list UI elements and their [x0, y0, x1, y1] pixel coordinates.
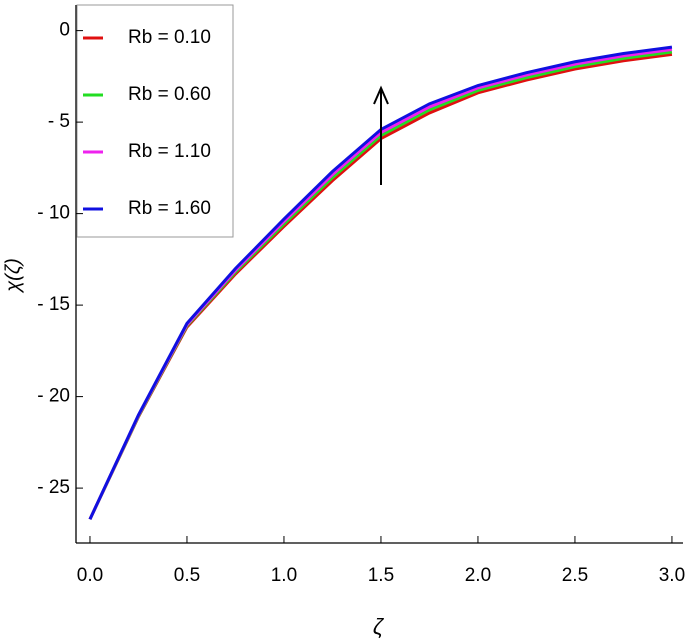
legend-label: Rb = 0.10 [128, 27, 211, 48]
x-tick-label: 0.0 [77, 565, 103, 586]
legend-label: Rb = 1.60 [128, 198, 211, 219]
legend-box [76, 4, 234, 238]
y-tick-label: - 10 [37, 203, 70, 224]
x-tick-label: 2.0 [465, 565, 491, 586]
legend-label: Rb = 0.60 [128, 84, 211, 105]
arrow-head [373, 85, 389, 105]
x-tick-label: 1.0 [271, 565, 297, 586]
y-tick-label: - 25 [37, 477, 70, 498]
x-tick-label: 0.5 [174, 565, 200, 586]
y-tick-label: - 20 [37, 386, 70, 407]
y-tick-label: - 5 [48, 111, 70, 132]
x-tick-label: 1.5 [368, 565, 394, 586]
y-axis-label: χ(ζ) [2, 258, 24, 294]
legend-label: Rb = 1.10 [128, 141, 211, 162]
y-tick-label: 0 [59, 20, 70, 41]
x-tick-label: 3.0 [659, 565, 685, 586]
y-tick-label: - 15 [37, 294, 70, 315]
x-tick-label: 2.5 [562, 565, 588, 586]
x-axis-label: ζ [373, 614, 385, 639]
legend: Rb = 0.10 Rb = 0.60 Rb = 1.10 Rb = 1.60 [83, 27, 211, 219]
